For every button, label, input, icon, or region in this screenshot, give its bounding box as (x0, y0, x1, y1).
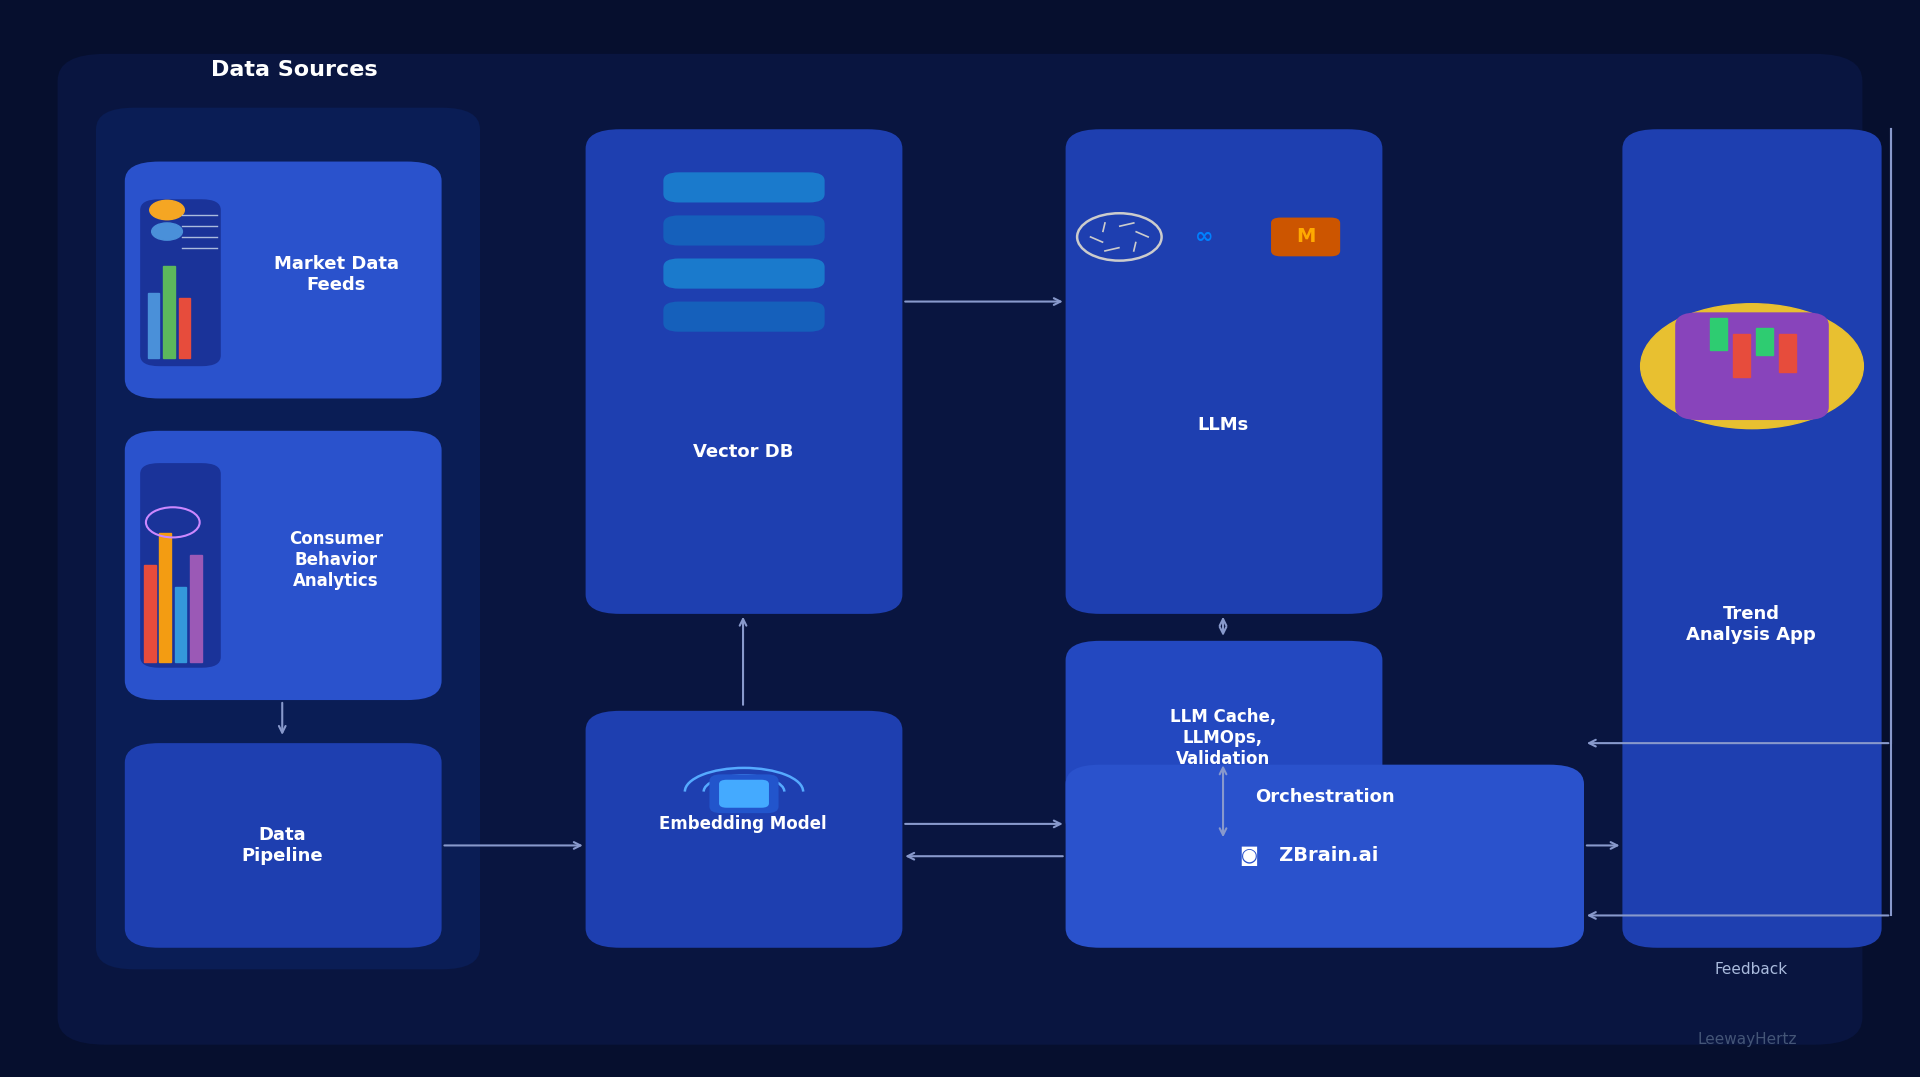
Text: Trend
Analysis App: Trend Analysis App (1686, 605, 1816, 644)
Text: Embedding Model: Embedding Model (659, 815, 828, 833)
Bar (148, 293, 159, 358)
Bar (190, 555, 202, 662)
FancyBboxPatch shape (1066, 129, 1382, 614)
FancyBboxPatch shape (708, 774, 780, 813)
Text: M: M (1296, 227, 1315, 247)
FancyBboxPatch shape (140, 463, 221, 668)
FancyBboxPatch shape (1066, 765, 1584, 948)
FancyBboxPatch shape (58, 54, 1862, 1045)
Bar (163, 266, 175, 358)
Text: Market Data
Feeds: Market Data Feeds (273, 255, 399, 294)
Bar (175, 587, 186, 662)
Circle shape (152, 223, 182, 240)
FancyBboxPatch shape (96, 108, 480, 969)
Text: Orchestration: Orchestration (1256, 788, 1394, 806)
FancyBboxPatch shape (1066, 641, 1382, 840)
FancyBboxPatch shape (125, 431, 442, 700)
Text: Consumer
Behavior
Analytics: Consumer Behavior Analytics (288, 530, 384, 590)
Bar (159, 533, 171, 662)
FancyBboxPatch shape (1622, 129, 1882, 948)
Circle shape (150, 200, 184, 220)
FancyBboxPatch shape (664, 172, 826, 202)
FancyBboxPatch shape (1674, 312, 1828, 420)
FancyBboxPatch shape (1271, 218, 1340, 256)
Text: LeewayHertz: LeewayHertz (1697, 1032, 1797, 1047)
Bar (1709, 318, 1728, 350)
FancyBboxPatch shape (664, 215, 826, 246)
FancyBboxPatch shape (664, 258, 826, 289)
Text: Data Sources: Data Sources (211, 60, 378, 80)
Bar (1755, 328, 1772, 355)
Text: Feedback: Feedback (1715, 962, 1788, 977)
Text: Vector DB: Vector DB (693, 444, 793, 461)
FancyBboxPatch shape (586, 711, 902, 948)
FancyBboxPatch shape (718, 780, 768, 808)
Text: Data
Pipeline: Data Pipeline (242, 826, 323, 865)
FancyBboxPatch shape (664, 302, 826, 332)
Text: LLM Cache,
LLMOps,
Validation: LLM Cache, LLMOps, Validation (1169, 708, 1277, 768)
Bar (144, 565, 156, 662)
Bar (1732, 334, 1751, 377)
Bar (1778, 334, 1795, 372)
Text: ∞: ∞ (1194, 227, 1213, 247)
Text: ◙   ZBrain.ai: ◙ ZBrain.ai (1240, 847, 1379, 866)
Circle shape (1640, 304, 1862, 429)
FancyBboxPatch shape (125, 743, 442, 948)
FancyBboxPatch shape (125, 162, 442, 398)
Text: LLMs: LLMs (1198, 417, 1248, 434)
Bar (179, 298, 190, 358)
FancyBboxPatch shape (586, 129, 902, 614)
FancyBboxPatch shape (140, 199, 221, 366)
